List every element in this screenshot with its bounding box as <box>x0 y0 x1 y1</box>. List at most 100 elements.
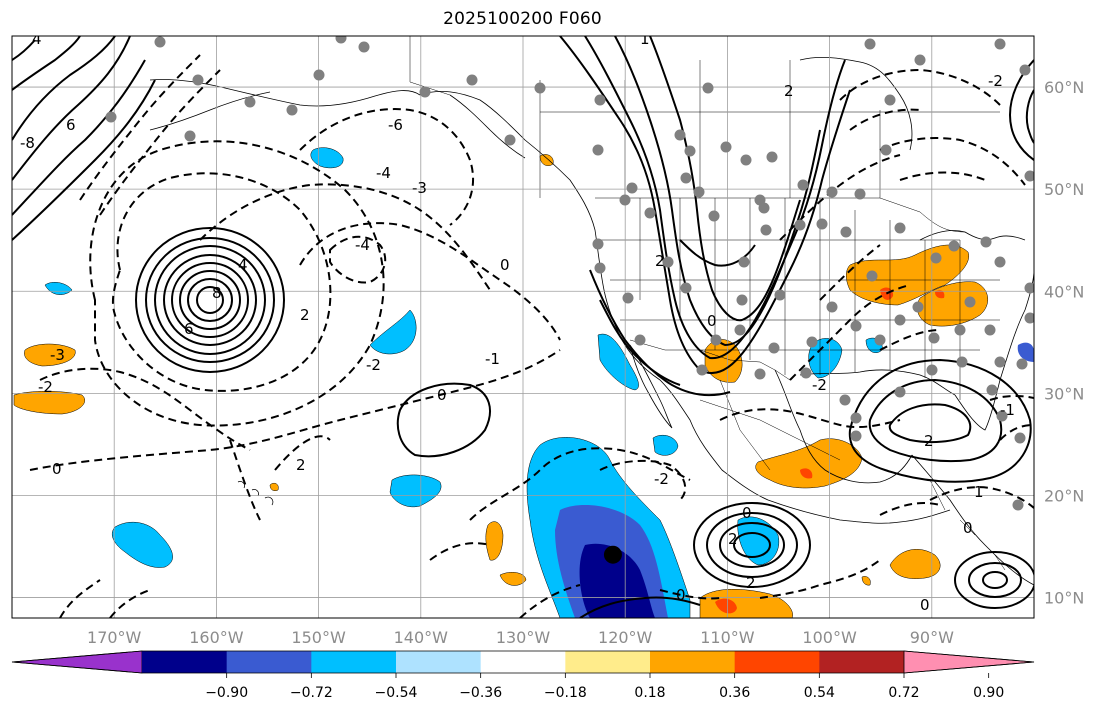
station-dot <box>192 74 204 86</box>
contour-solid <box>649 36 801 322</box>
latitude-labels: 10°N 20°N 30°N 40°N 50°N 60°N <box>1044 78 1084 608</box>
contour-label: 0 <box>920 596 930 614</box>
negative-anomaly-blob <box>369 309 417 355</box>
contour-label: -4 <box>376 164 391 182</box>
station-dot <box>866 270 878 282</box>
contour-label: 0 <box>500 256 510 274</box>
station-dot <box>758 202 770 214</box>
contour-solid <box>12 36 131 181</box>
contour-dashed <box>29 349 561 471</box>
us-canada-border <box>595 197 966 233</box>
station-dot <box>880 144 892 156</box>
positive-anomaly-region <box>917 281 988 327</box>
colorbar-extend-high <box>903 650 1035 674</box>
station-dot <box>626 182 638 194</box>
station-dot <box>894 386 906 398</box>
contour-label: 2 <box>924 432 934 450</box>
contour-solid <box>599 299 681 386</box>
station-dot <box>1014 432 1026 444</box>
station-dot <box>674 129 686 141</box>
station-dot <box>619 194 631 206</box>
station-dot <box>466 74 478 86</box>
contour-solid <box>12 36 81 91</box>
negative-anomaly-blob <box>389 474 442 508</box>
station-dot <box>684 145 696 157</box>
alaska-panhandle <box>449 94 526 159</box>
negative-anomaly-blob <box>808 338 843 379</box>
positive-anomaly-region <box>24 343 76 367</box>
negative-anomaly-blob <box>1017 342 1034 362</box>
contour-dashed <box>89 140 385 427</box>
colorbar-tick-label: −0.54 <box>375 685 418 701</box>
contour-dashed <box>59 579 151 618</box>
station-dot <box>702 82 714 94</box>
contour-label: -6 <box>388 116 403 134</box>
station-dot <box>894 222 906 234</box>
contour-label: -2 <box>38 378 53 396</box>
station-dot <box>806 336 818 348</box>
station-dot <box>358 41 370 53</box>
mexico-state-border <box>699 399 841 461</box>
station-dot <box>986 384 998 396</box>
station-dot <box>244 96 256 108</box>
contour-dashed <box>199 183 491 291</box>
contour-solid <box>868 378 1003 463</box>
station-dot <box>954 324 966 336</box>
latitude-tick-label: 60°N <box>1044 78 1084 97</box>
colorbar-swatch <box>396 651 482 673</box>
contour-label: 2 <box>728 530 738 548</box>
colorbar-tick-label: 0.54 <box>804 685 835 701</box>
station-dot <box>994 356 1006 368</box>
contour-solid <box>187 278 233 322</box>
station-dot <box>850 320 862 332</box>
longitude-tick-label: 150°W <box>291 628 346 647</box>
contour-label: -2 <box>366 356 381 374</box>
contour-label: 4 <box>238 256 248 274</box>
colorbar-swatch <box>565 651 651 673</box>
negative-anomaly-blob <box>111 521 173 568</box>
station-dot <box>956 356 968 368</box>
contour-dashed <box>989 394 1034 441</box>
colorbar-swatch <box>819 651 905 673</box>
station-dot <box>286 104 298 116</box>
station-dot <box>693 186 705 198</box>
contour-dashed <box>879 486 1034 516</box>
station-dot <box>594 94 606 106</box>
colorbar-tick-label: −0.90 <box>205 685 248 701</box>
station-dot <box>948 240 960 252</box>
longitude-tick-label: 130°W <box>496 628 551 647</box>
station-dot <box>592 238 604 250</box>
station-dot <box>720 141 732 153</box>
station-dot <box>930 252 942 264</box>
contour-dashed <box>719 408 901 429</box>
contour-solid <box>179 270 241 330</box>
contour-solid <box>733 532 771 558</box>
station-dot <box>738 256 750 268</box>
storm-center-marker <box>603 545 622 564</box>
station-dot <box>816 218 828 230</box>
longitude-tick-label: 120°W <box>598 628 653 647</box>
gridlines <box>12 36 1034 618</box>
contour-label: -1 <box>485 350 500 368</box>
contour-label: 2 <box>784 82 794 100</box>
contour-solid <box>145 237 275 363</box>
station-dot <box>1024 312 1034 324</box>
contour-label: 2 <box>296 456 306 474</box>
station-dot <box>1012 499 1024 511</box>
contour-label: -3 <box>50 346 65 364</box>
contour-labels: 6 -8 4 -6 -4 -3 -4 0 -1 -2 0 0 -2 -3 2 8… <box>20 36 1015 614</box>
aleutian-islands <box>149 91 271 131</box>
station-dot <box>926 364 938 376</box>
station-dot <box>1024 170 1034 182</box>
station-dot <box>740 154 752 166</box>
station-dot <box>854 188 866 200</box>
longitude-labels: 170°W 160°W 150°W 140°W 130°W 120°W 110°W 100°W… <box>87 628 954 647</box>
positive-anomaly-region <box>861 576 871 586</box>
contour-label: 0 <box>676 586 686 604</box>
colorbar-swatch <box>311 651 397 673</box>
station-dot <box>504 134 516 146</box>
map-title: 2025100200 F060 <box>443 9 602 29</box>
contour-solid <box>171 262 249 338</box>
latitude-tick-label: 50°N <box>1044 180 1084 199</box>
